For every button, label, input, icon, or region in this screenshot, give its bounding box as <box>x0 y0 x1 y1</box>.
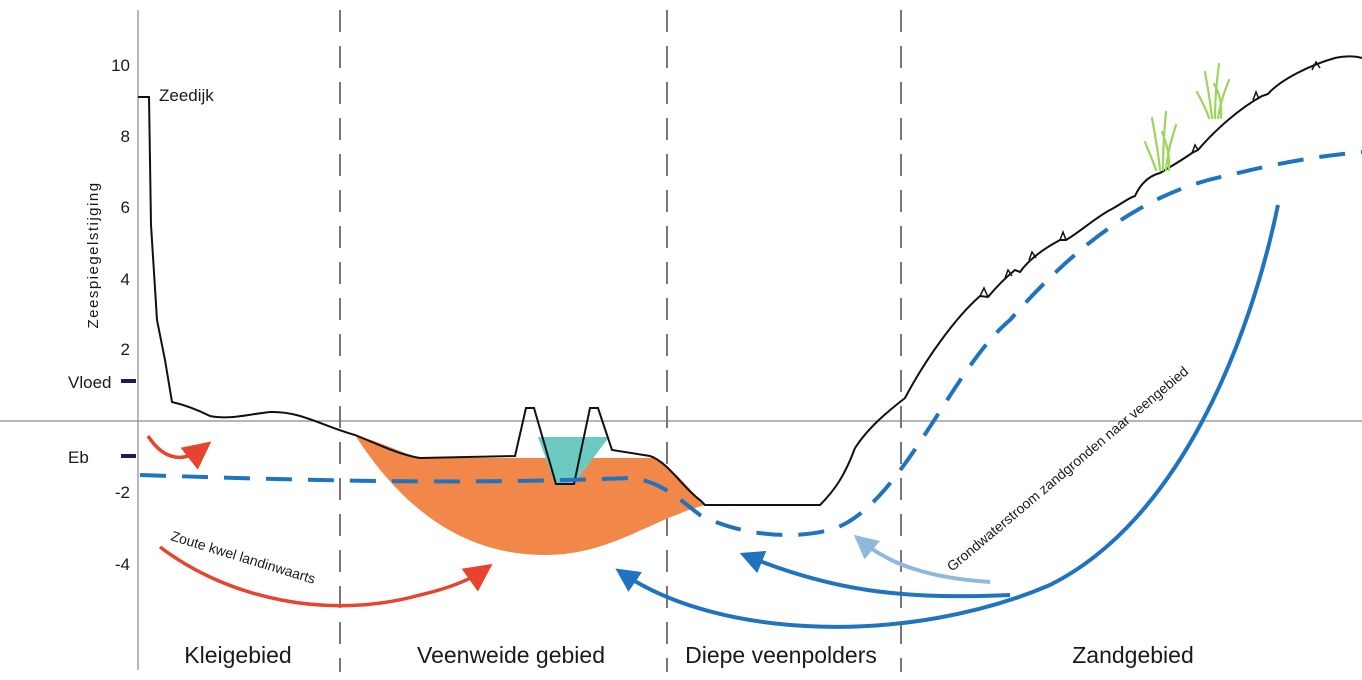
zone-label-diepe-veenpolders: Diepe veenpolders <box>685 642 877 668</box>
groundwater-level-line <box>139 150 1362 537</box>
low-tide-label: Eb <box>68 448 89 467</box>
tick-label: 8 <box>121 127 130 146</box>
groundwater-flow-label: Grondwaterstroom zandgronden naar veenge… <box>944 363 1192 574</box>
zone-dividers <box>339 10 902 672</box>
grass-icon <box>1195 62 1231 120</box>
y-axis-ticks: 10 8 6 4 2 -2 -4 <box>111 56 130 574</box>
zone-label-veenweide: Veenweide gebied <box>417 642 605 668</box>
dike-label: Zeedijk <box>159 86 214 105</box>
groundwater-flow-arrow <box>615 204 1280 629</box>
saline-seepage-label: Zoute kwel landinwaarts <box>169 528 317 587</box>
peat-lens <box>355 435 705 555</box>
tick-label: 6 <box>121 198 130 217</box>
high-tide-label: Vloed <box>68 373 111 392</box>
groundwater-flow-arrow <box>739 550 1011 599</box>
tick-label: -4 <box>115 555 130 574</box>
groundwater-flow-arrow-light <box>853 534 991 584</box>
tick-label: 10 <box>111 56 130 75</box>
tick-label: 2 <box>121 340 130 359</box>
ditch-water <box>538 437 609 484</box>
zone-label-kleigebied: Kleigebied <box>184 642 291 668</box>
salt-seepage-arrow-large <box>158 545 493 608</box>
terrain-line <box>138 55 1362 506</box>
salt-seepage-arrow-small <box>146 435 212 470</box>
terrain-notches <box>979 60 1321 298</box>
y-axis-label: Zeespiegelstijging <box>85 181 102 328</box>
tick-label: 4 <box>121 270 130 289</box>
grass-icon <box>1143 110 1178 172</box>
tick-label: -2 <box>115 483 130 502</box>
zone-label-zandgebied: Zandgebied <box>1072 642 1194 668</box>
